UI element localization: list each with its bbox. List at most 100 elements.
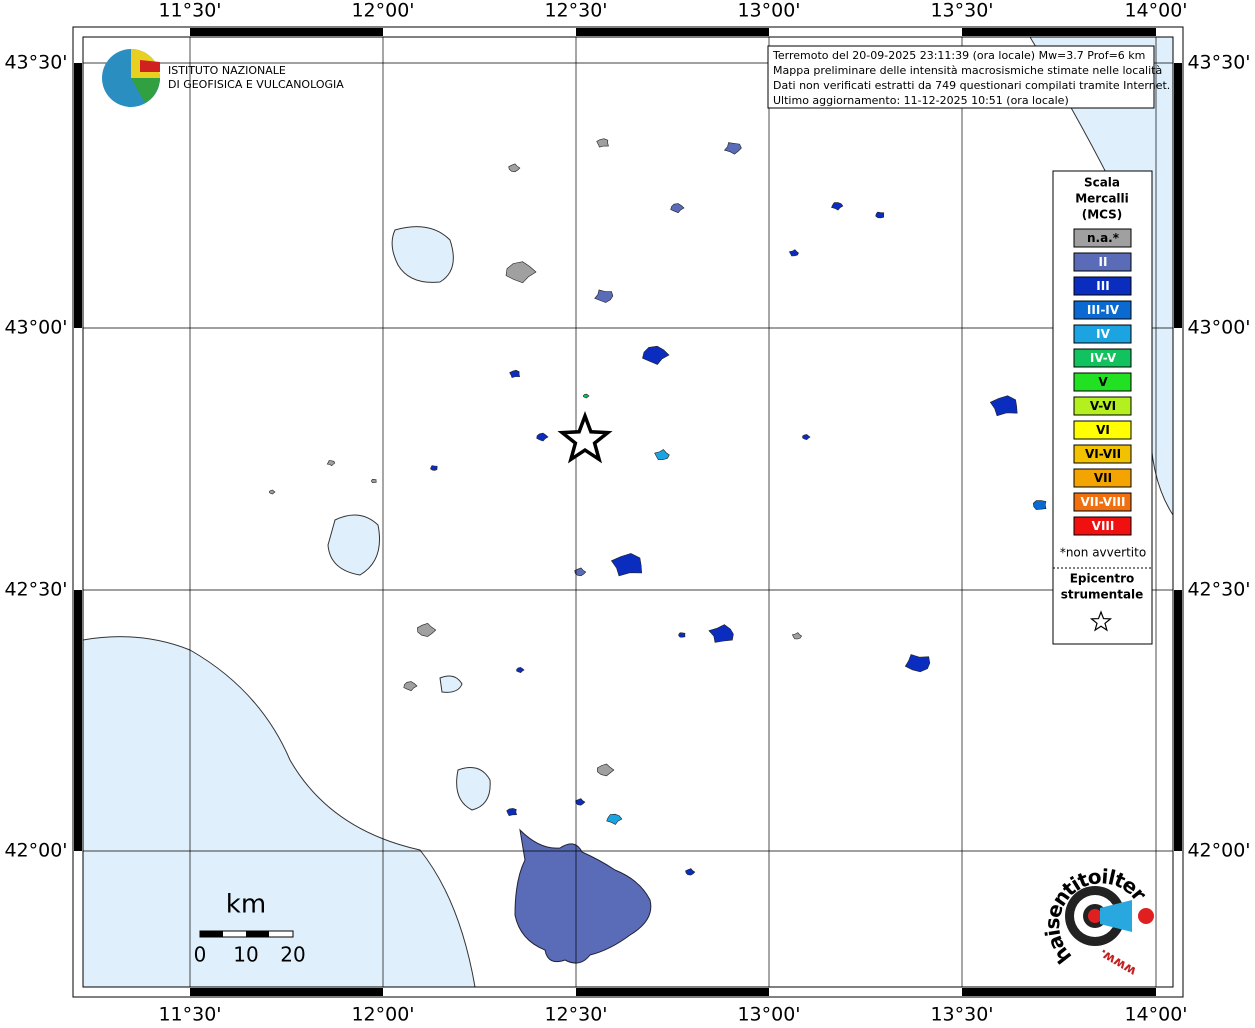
frame-bar bbox=[576, 988, 769, 996]
epicenter-label: Epicentro bbox=[1070, 572, 1135, 586]
logo-beam bbox=[1100, 900, 1132, 932]
legend-swatch bbox=[1073, 468, 1132, 488]
legend-swatch bbox=[1073, 516, 1132, 536]
locality bbox=[685, 868, 696, 876]
lake bbox=[391, 226, 454, 283]
legend-label: III-IV bbox=[1087, 303, 1120, 317]
lake bbox=[439, 675, 463, 693]
locality bbox=[904, 654, 931, 673]
lon-label: 14°00' bbox=[1124, 0, 1187, 22]
legend-label: IV bbox=[1096, 327, 1110, 341]
frame-bar bbox=[190, 988, 383, 996]
epicenter bbox=[557, 410, 613, 464]
lake bbox=[327, 514, 380, 576]
locality bbox=[610, 553, 643, 577]
locality bbox=[606, 813, 623, 825]
lat-label: 42°00' bbox=[1187, 840, 1250, 862]
institute-name: ISTITUTO NAZIONALE bbox=[168, 64, 286, 77]
institute-name: DI GEOFISICA E VULCANOLOGIA bbox=[168, 78, 344, 91]
lat-label: 42°30' bbox=[1187, 579, 1250, 601]
frame-bar bbox=[74, 63, 82, 328]
lon-label: 11°30' bbox=[158, 1004, 221, 1025]
logo-question bbox=[1138, 908, 1154, 924]
scale-label: 0 bbox=[194, 943, 207, 967]
locality bbox=[508, 163, 521, 173]
locality bbox=[678, 632, 686, 638]
locality bbox=[416, 622, 437, 637]
logo-part bbox=[131, 78, 160, 103]
legend-swatch bbox=[1073, 444, 1132, 464]
legend-label: VI-VII bbox=[1085, 447, 1121, 461]
locality bbox=[505, 261, 537, 284]
lat-label: 42°30' bbox=[4, 579, 67, 601]
info-frame bbox=[767, 45, 1155, 109]
lon-label: 12°00' bbox=[351, 0, 414, 22]
legend-swatch bbox=[1073, 348, 1132, 368]
locality bbox=[536, 432, 549, 442]
legend-label: IV-V bbox=[1090, 351, 1117, 365]
locality bbox=[1032, 500, 1047, 510]
legend-label: n.a.* bbox=[1087, 231, 1120, 245]
info-line: Ultimo aggiornamento: 11-12-2025 10:51 (… bbox=[773, 94, 1069, 107]
epicenter-symbol bbox=[1089, 610, 1113, 632]
scale-label: 10 bbox=[233, 943, 258, 967]
legend-label: VII-VIII bbox=[1080, 495, 1125, 509]
frame-bar bbox=[962, 988, 1156, 996]
lon-label: 13°00' bbox=[737, 0, 800, 22]
info-line: Terremoto del 20-09-2025 23:11:39 (ora l… bbox=[772, 49, 1145, 62]
locality bbox=[802, 434, 811, 441]
sea bbox=[82, 636, 476, 988]
info-box: Terremoto del 20-09-2025 23:11:39 (ora l… bbox=[767, 45, 1170, 109]
locality bbox=[708, 624, 734, 643]
legend-label: V-VI bbox=[1090, 399, 1116, 413]
legend-swatch bbox=[1073, 276, 1132, 296]
lon-label: 12°00' bbox=[351, 1004, 414, 1025]
info-line: Dati non verificati estratti da 749 ques… bbox=[773, 79, 1170, 92]
locality bbox=[654, 449, 670, 460]
locality bbox=[596, 138, 609, 148]
scale-bar: km 0 10 20 bbox=[194, 890, 306, 967]
locality bbox=[371, 478, 377, 484]
frame bbox=[82, 36, 1174, 988]
frame-bar bbox=[576, 28, 769, 36]
locality bbox=[506, 808, 517, 816]
legend-swatch bbox=[1073, 372, 1132, 392]
locality bbox=[989, 395, 1018, 417]
lon-label: 12°30' bbox=[544, 1004, 607, 1025]
lon-label: 14°00' bbox=[1124, 1004, 1187, 1025]
legend-label: VIII bbox=[1092, 519, 1115, 533]
lat-label: 43°00' bbox=[1187, 317, 1250, 339]
lat-label: 42°00' bbox=[4, 840, 67, 862]
legend-note: *non avvertito bbox=[1060, 546, 1146, 560]
legend-label: V bbox=[1098, 375, 1108, 389]
logo-dot bbox=[1088, 909, 1102, 923]
lon-label: 13°30' bbox=[930, 0, 993, 22]
legend-swatch bbox=[1073, 420, 1132, 440]
scale-unit: km bbox=[226, 890, 266, 920]
ingv-logo: ISTITUTO NAZIONALE DI GEOFISICA E VULCAN… bbox=[102, 49, 344, 107]
legend-label: VII bbox=[1094, 471, 1112, 485]
legend: Scala Mercalli (MCS) *non avvertito Epic… bbox=[1052, 170, 1153, 645]
locality bbox=[269, 489, 276, 495]
legend-swatch bbox=[1073, 228, 1132, 248]
frame-bars bbox=[74, 28, 1182, 996]
lat-label: 43°00' bbox=[4, 317, 67, 339]
locality bbox=[516, 667, 525, 674]
locality bbox=[509, 369, 520, 378]
scale-seg bbox=[246, 931, 269, 937]
scale-seg bbox=[200, 931, 223, 937]
epicenter-label: strumentale bbox=[1061, 588, 1144, 602]
grid bbox=[83, 37, 1173, 987]
locality bbox=[403, 681, 418, 692]
locality bbox=[791, 632, 803, 640]
logo-part bbox=[140, 60, 160, 72]
legend-swatch bbox=[1073, 396, 1132, 416]
city-rome bbox=[514, 828, 652, 964]
lake bbox=[456, 767, 491, 811]
frame bbox=[72, 26, 1184, 998]
lon-label: 13°00' bbox=[737, 1004, 800, 1025]
lon-label: 11°30' bbox=[158, 0, 221, 22]
lon-label: 13°30' bbox=[930, 1004, 993, 1025]
locality bbox=[831, 202, 844, 211]
